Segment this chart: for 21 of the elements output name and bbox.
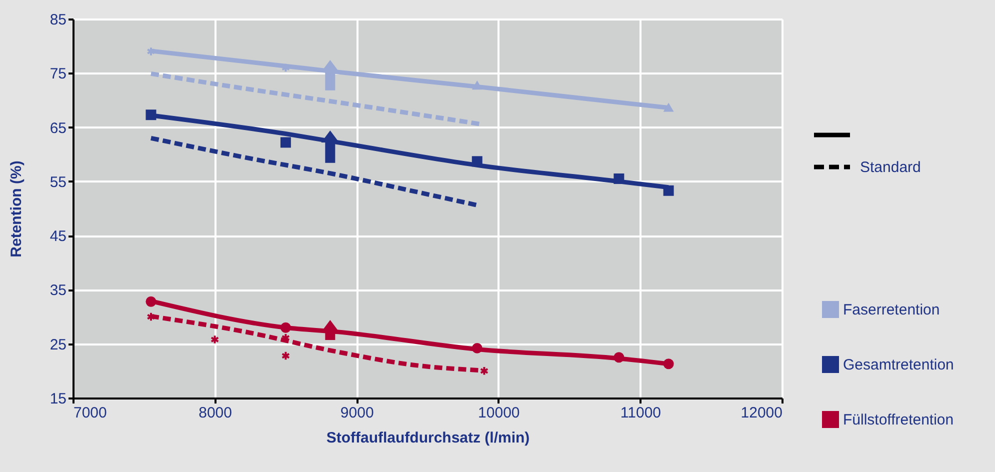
line-series xyxy=(148,71,482,126)
y-tick-label: 25 xyxy=(50,336,66,354)
y-tick-label: 45 xyxy=(50,228,66,246)
x-tick-label: 12000 xyxy=(740,404,782,422)
y-tick-label: 55 xyxy=(50,174,66,191)
x-tick-label: 10000 xyxy=(478,404,520,422)
x-axis-title: Stoffauflaufdurchsatz (l/min) xyxy=(326,430,530,446)
y-tick-label: 85 xyxy=(50,12,66,28)
x-tick-label: 9000 xyxy=(340,404,374,422)
legend-label: Gesamtretention xyxy=(843,356,954,374)
x-tick-label: 7000 xyxy=(74,404,107,422)
x-tick-label: 8000 xyxy=(198,404,232,422)
x-tick-label: 11000 xyxy=(620,404,662,422)
y-tick-label: 75 xyxy=(50,66,66,83)
legend-label: Füllstoffretention xyxy=(843,412,954,428)
y-tick-label: 15 xyxy=(50,390,66,408)
text: Standard xyxy=(860,159,921,176)
y-tick-label: 65 xyxy=(50,120,66,137)
legend-label: Faserretention xyxy=(843,302,940,318)
y-tick-label: 35 xyxy=(50,282,66,300)
y-axis-title: Retention (%) xyxy=(8,160,25,258)
